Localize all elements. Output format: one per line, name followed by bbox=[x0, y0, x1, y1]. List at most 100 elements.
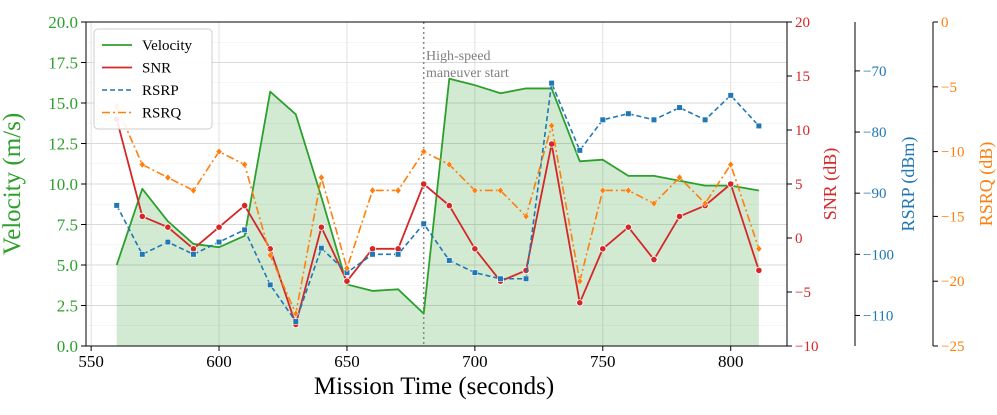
rsrq-tick-label: −20 bbox=[941, 274, 964, 290]
snr-tick-label: −10 bbox=[795, 339, 818, 355]
legend-box bbox=[93, 28, 213, 130]
rsrq-point bbox=[755, 244, 763, 253]
velocity-tick-label: 0.0 bbox=[57, 337, 78, 356]
rsrp-point bbox=[755, 122, 762, 130]
snr-point bbox=[420, 180, 428, 188]
rsrq-point bbox=[138, 160, 146, 169]
rsrp-point bbox=[522, 275, 530, 282]
rsrq-point bbox=[394, 186, 402, 195]
rsrq-tick-label: 0 bbox=[941, 15, 949, 31]
rsrp-point bbox=[497, 275, 504, 282]
annotation-line-2: maneuver start bbox=[426, 66, 509, 81]
rsrq-point bbox=[420, 147, 428, 156]
velocity-line bbox=[115, 77, 760, 315]
snr-point bbox=[368, 245, 377, 253]
rsrp-tick-label: −90 bbox=[863, 186, 886, 202]
velocity-tick-label: 7.5 bbox=[57, 216, 78, 235]
rsrp-line bbox=[115, 82, 760, 323]
rsrq-point bbox=[548, 121, 555, 130]
velocity-fill-layer bbox=[116, 78, 759, 346]
rsrq-point bbox=[522, 212, 530, 221]
velocity-tick-label: 12.5 bbox=[48, 135, 78, 154]
x-axis-label: Mission Time (seconds) bbox=[314, 373, 554, 400]
x-tick-label: 800 bbox=[718, 352, 744, 371]
rsrq-point bbox=[190, 186, 197, 195]
velocity-tick-label: 5.0 bbox=[57, 256, 78, 275]
rsrp-point bbox=[139, 251, 146, 258]
snr-point bbox=[624, 223, 632, 231]
rsrq-point bbox=[676, 173, 683, 182]
rsrp-point bbox=[241, 226, 248, 233]
x-tick-label: 600 bbox=[206, 352, 232, 371]
rsrq-point bbox=[215, 147, 223, 156]
series-velocity bbox=[115, 77, 760, 315]
rsrp-tick-label: −80 bbox=[863, 125, 886, 141]
rsrp-point bbox=[318, 245, 325, 252]
rsrp-point bbox=[625, 110, 632, 117]
snr-tick-label: 10 bbox=[795, 123, 810, 139]
annotation-line-1: High-speed bbox=[426, 49, 491, 64]
legend-label-rsrq: RSRQ bbox=[142, 106, 181, 122]
rsrq-tick-label: −10 bbox=[941, 145, 964, 161]
x-tick-label: 750 bbox=[590, 352, 616, 371]
legend-label-velocity: Velocity bbox=[142, 38, 192, 54]
velocity-tick-label: 17.5 bbox=[48, 54, 78, 73]
snr-point bbox=[189, 245, 198, 253]
snr-point bbox=[317, 223, 325, 231]
snr-point bbox=[471, 245, 479, 253]
velocity-tick-label: 10.0 bbox=[48, 175, 78, 194]
rsrq-point bbox=[343, 264, 351, 273]
snr-point bbox=[727, 180, 735, 188]
snr-axis-label: SNR (dB) bbox=[820, 148, 841, 221]
rsrq-point bbox=[164, 173, 172, 182]
rsrq-tick-label: −25 bbox=[941, 339, 964, 355]
rsrp-tick-label: −100 bbox=[863, 247, 894, 263]
legend: Velocity SNR RSRP RSRQ bbox=[93, 28, 213, 130]
rsrp-point bbox=[190, 251, 197, 258]
rsrq-point bbox=[292, 309, 300, 318]
rsrq-point bbox=[497, 186, 504, 195]
snr-tick-label: −5 bbox=[795, 285, 811, 301]
snr-point bbox=[755, 266, 763, 274]
rsrp-point bbox=[676, 104, 683, 111]
snr-tick-label: 0 bbox=[795, 231, 803, 247]
rsrp-point bbox=[164, 238, 171, 246]
velocity-tick-label: 20.0 bbox=[48, 13, 78, 32]
rsrq-line bbox=[115, 105, 760, 315]
rsrp-point bbox=[446, 257, 453, 264]
rsrq-tick-label: −15 bbox=[941, 209, 964, 225]
snr-point bbox=[675, 212, 684, 220]
rsrp-axis-label: RSRP (dBm) bbox=[898, 137, 919, 232]
rsrq-point bbox=[701, 199, 709, 208]
rsrp-point bbox=[650, 116, 658, 123]
rsrp-tick-label: −70 bbox=[863, 64, 886, 80]
rsrp-point bbox=[548, 80, 555, 87]
rsrp-point bbox=[395, 251, 402, 258]
legend-label-snr: SNR bbox=[142, 61, 171, 77]
rsrp-point bbox=[471, 269, 478, 276]
rsrp-point bbox=[215, 238, 223, 246]
x-tick-label: 700 bbox=[462, 352, 488, 371]
annotation-text: High-speed maneuver start bbox=[426, 49, 509, 81]
legend-label-rsrp: RSRP bbox=[142, 83, 179, 99]
series-rsrp bbox=[113, 80, 762, 325]
rsrq-point bbox=[471, 186, 479, 195]
rsrp-point bbox=[727, 92, 734, 99]
rsrp-tick-label: −110 bbox=[863, 308, 893, 324]
rsrq-point bbox=[445, 160, 453, 169]
snr-point bbox=[241, 202, 249, 210]
rsrp-point bbox=[599, 116, 606, 123]
rsrq-point bbox=[625, 186, 632, 195]
rsrq-point bbox=[599, 186, 607, 195]
rsrp-point bbox=[267, 281, 274, 288]
rsrq-axis-label: RSRQ (dB) bbox=[976, 142, 997, 227]
rsrq-point bbox=[576, 277, 584, 286]
snr-line bbox=[115, 118, 760, 326]
velocity-axis-label: Velocity (m/s) bbox=[0, 113, 26, 255]
snr-point bbox=[576, 299, 584, 307]
snr-tick-label: 20 bbox=[795, 15, 810, 31]
rsrp-point bbox=[113, 202, 120, 209]
rsrq-point bbox=[266, 251, 274, 260]
snr-point bbox=[138, 212, 146, 220]
